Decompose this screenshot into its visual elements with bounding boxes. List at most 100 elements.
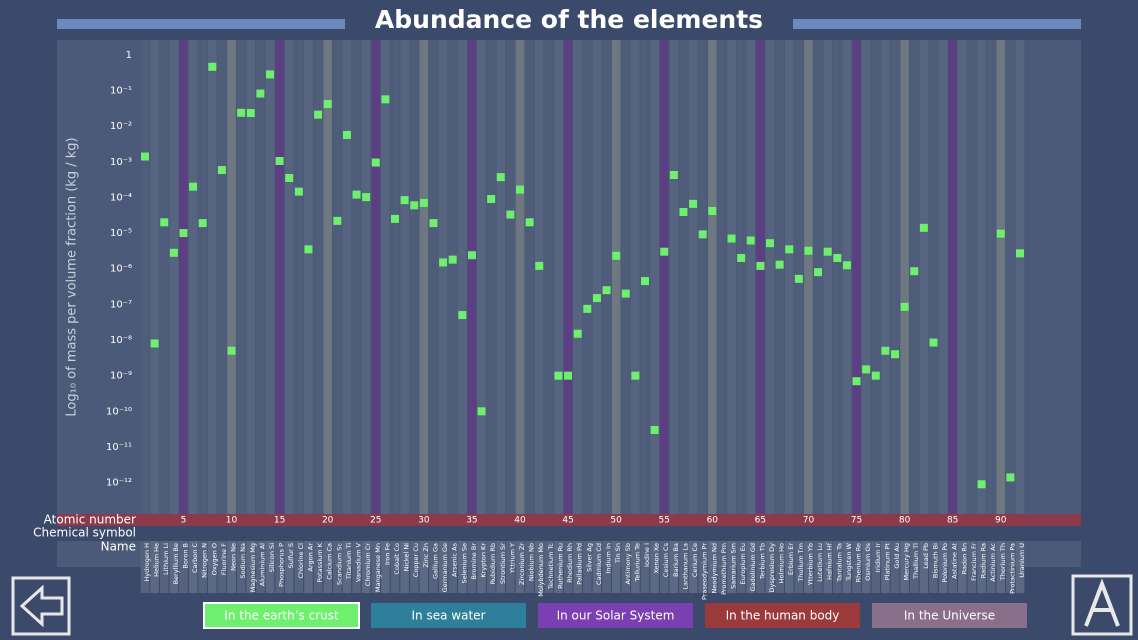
column-stripe: [688, 40, 698, 514]
atomic-number: 5: [181, 516, 187, 526]
home-button[interactable]: [1071, 574, 1133, 636]
legend-button[interactable]: [872, 603, 1027, 628]
element-name: Helium: [153, 554, 161, 577]
element-symbol: Ra: [980, 543, 988, 551]
data-point: [612, 251, 621, 260]
element-name: Dysprosium: [768, 554, 776, 593]
column-stripe: [409, 541, 419, 593]
data-point: [583, 304, 592, 313]
legend-button[interactable]: [203, 602, 360, 629]
element-label: Actinium Ac: [989, 543, 997, 582]
column-stripe: [256, 541, 265, 593]
element-name: Palladium: [576, 553, 584, 585]
element-symbol: Po: [941, 543, 949, 551]
column-stripe: [371, 541, 381, 593]
element-symbol: Bi: [931, 543, 939, 549]
element-name: Xenon: [653, 553, 661, 573]
element-label: Argon Ar: [306, 543, 314, 572]
data-point: [602, 286, 611, 295]
element-label: Europium Eu: [739, 543, 747, 584]
legend-label[interactable]: In our Solar System: [557, 609, 675, 623]
legend-label[interactable]: In the earth’s crust: [224, 609, 339, 623]
data-point: [506, 210, 515, 219]
data-point: [294, 187, 303, 196]
column-stripe: [621, 40, 631, 514]
data-point: [458, 311, 467, 320]
element-label: Xenon Xe: [653, 543, 661, 574]
column-stripe: [784, 40, 794, 514]
legend-label[interactable]: In the Universe: [904, 609, 995, 623]
element-symbol: Br: [470, 543, 478, 550]
element-symbol: F: [220, 543, 228, 547]
element-name: Fluorine: [220, 549, 228, 575]
data-point: [525, 218, 534, 227]
data-point: [198, 219, 207, 228]
column-stripe: [390, 541, 400, 593]
legend-button[interactable]: [538, 603, 693, 628]
element-symbol: Kr: [480, 543, 488, 550]
element-name: Rhodium: [566, 554, 574, 583]
column-stripe: [429, 40, 438, 514]
element-name: Strontium: [499, 552, 507, 584]
column-stripe: [996, 541, 1006, 593]
row-label: Atomic number: [44, 513, 136, 527]
element-symbol: Tb: [758, 543, 766, 552]
element-symbol: Co: [393, 543, 401, 552]
atomic-number: 30: [418, 516, 430, 526]
column-stripe: [1015, 40, 1025, 514]
element-symbol: Na: [239, 543, 247, 552]
element-label: Zirconium Zr: [518, 543, 526, 585]
element-name: Hydrogen: [143, 550, 151, 582]
data-point: [756, 261, 765, 270]
data-point: [669, 171, 678, 180]
column-stripe: [890, 541, 900, 593]
element-symbol: U: [1018, 543, 1026, 548]
element-symbol: Yb: [806, 543, 814, 552]
home-frame[interactable]: [1071, 574, 1133, 636]
column-stripe: [900, 541, 909, 593]
data-point: [592, 294, 601, 303]
element-label: Gallium Ga: [431, 543, 439, 579]
element-symbol: Ir: [874, 543, 882, 548]
element-symbol: W: [845, 542, 853, 549]
column-stripe: [717, 40, 727, 514]
column-stripe: [813, 40, 823, 514]
column-stripe: [140, 40, 150, 514]
element-symbol: O: [210, 543, 218, 548]
column-stripe: [583, 40, 592, 514]
element-label: Silver Ag: [585, 543, 593, 572]
element-label: Bromine Br: [470, 543, 478, 580]
element-symbol: Sm: [730, 543, 738, 553]
back-arrow[interactable]: [19, 584, 64, 628]
element-label: Ruthenium Ru: [556, 543, 564, 589]
back-button[interactable]: [11, 576, 71, 636]
element-symbol: Sc: [335, 543, 343, 551]
element-label: Dysprosium Dy: [768, 543, 776, 593]
legend-label[interactable]: In the human body: [726, 609, 840, 623]
column-stripe: [679, 541, 688, 593]
column-stripe: [746, 541, 756, 593]
column-stripe: [275, 541, 284, 593]
data-point: [323, 100, 332, 109]
legend-button[interactable]: [705, 603, 860, 628]
legend-label[interactable]: In sea water: [412, 609, 486, 623]
element-name: Vanadium: [355, 550, 363, 582]
back-frame[interactable]: [11, 576, 71, 636]
element-label: Promethium Pm: [720, 543, 728, 595]
element-symbol: Cu: [412, 543, 420, 552]
element-symbol: Ga: [431, 543, 439, 552]
element-symbol: Cl: [297, 543, 305, 550]
column-stripe: [188, 40, 198, 514]
column-stripe: [861, 541, 871, 593]
element-name: Yttrium: [508, 549, 516, 574]
element-label: Platinum Pt: [883, 543, 891, 581]
element-label: Cerium Ce: [691, 543, 699, 577]
element-name: Scandium: [335, 553, 343, 585]
home-icon[interactable]: [1084, 578, 1120, 627]
column-stripe: [342, 541, 352, 593]
element-symbol: Li: [162, 543, 170, 549]
y-tick-label: 10⁻⁹: [110, 371, 132, 382]
element-label: Manganese Mn: [374, 543, 382, 592]
legend-button[interactable]: [371, 603, 526, 628]
column-stripe: [477, 40, 486, 514]
